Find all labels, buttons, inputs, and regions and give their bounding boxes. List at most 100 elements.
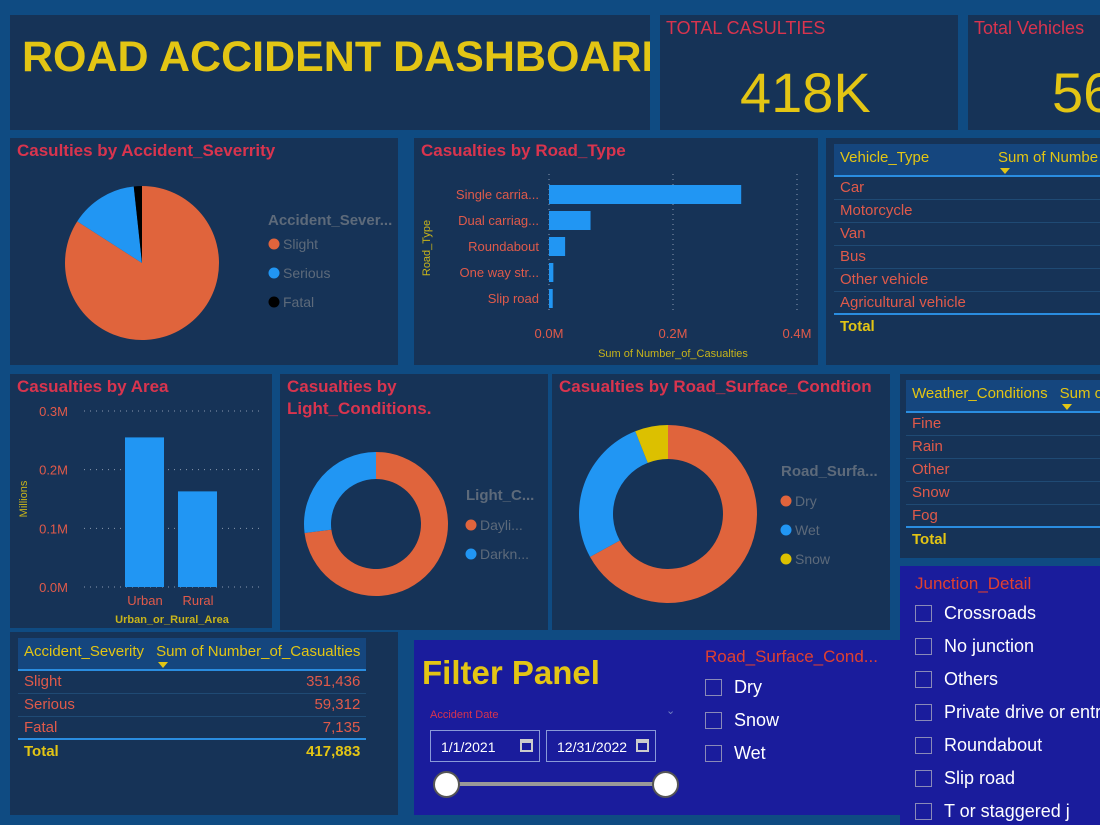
cell: 7,135	[150, 716, 367, 740]
calendar-icon[interactable]	[520, 739, 533, 752]
x-axis-label: Urban_or_Rural_Area	[115, 614, 230, 626]
cell	[1053, 526, 1100, 550]
category-label: Dual carriag...	[458, 213, 539, 228]
legend-marker	[268, 267, 280, 279]
checkbox-option[interactable]: Slip road	[915, 762, 1100, 795]
header-row: Weather_Conditions Sum o	[906, 380, 1100, 413]
checkbox[interactable]	[915, 638, 932, 655]
cell: Fog	[906, 504, 1054, 528]
legend-label: Slight	[283, 236, 318, 252]
cell	[992, 268, 1100, 292]
checkbox[interactable]	[915, 770, 932, 787]
vehicle-type-table: Vehicle_Type Sum of Numbe Car Motorcycle Van…	[834, 144, 1100, 337]
legend-marker	[780, 553, 792, 565]
sort-desc-icon[interactable]	[158, 662, 169, 668]
cell	[1053, 412, 1100, 436]
legend-marker	[780, 524, 792, 536]
sort-desc-icon[interactable]	[1061, 404, 1072, 410]
chevron-down-icon[interactable]: ⌄	[666, 704, 676, 717]
surface-donut-chart: Road_Surfa... Dry Wet Snow	[579, 425, 878, 603]
chart-title: Casualties by Road_Surface_Condtion	[559, 377, 872, 396]
column-header[interactable]: Sum o	[1053, 380, 1100, 413]
table-row: Fine	[906, 412, 1100, 436]
total-row: Total	[834, 313, 1100, 337]
checkbox-option[interactable]: Wet	[705, 737, 779, 770]
slider-start-handle[interactable]	[433, 771, 460, 798]
checkbox-option[interactable]: Dry	[705, 671, 779, 704]
start-date-input[interactable]: 1/1/2021	[430, 730, 540, 762]
date-slider-track[interactable]	[444, 782, 666, 786]
title-line: Casualties by	[287, 377, 397, 396]
column-header[interactable]: Vehicle_Type	[834, 144, 992, 177]
card-value: 56	[1052, 61, 1100, 124]
cell: Bus	[834, 245, 992, 269]
sort-desc-icon[interactable]	[1000, 168, 1010, 174]
column-header[interactable]: Weather_Conditions	[906, 380, 1054, 413]
total-vehicles-card: Total Vehicles 56	[968, 15, 1100, 130]
bar	[549, 211, 591, 230]
option-label: Crossroads	[944, 603, 1037, 623]
total-casualties-card: TOTAL CASULTIES 418K	[660, 15, 958, 130]
filter-title: Filter Panel	[422, 654, 600, 691]
checkbox[interactable]	[915, 671, 932, 688]
vehicle-type-panel: Vehicle_Type Sum of Numbe Car Motorcycle Van…	[826, 138, 1100, 365]
checkbox-option[interactable]: T or staggered j	[915, 795, 1100, 825]
end-date-input[interactable]: 12/31/2022	[546, 730, 656, 762]
option-label: Private drive or entr	[944, 702, 1100, 722]
table-row: Rain	[906, 435, 1100, 459]
table-row: Other vehicle	[834, 268, 1100, 292]
checkbox-option[interactable]: Crossroads	[915, 597, 1100, 630]
cell	[992, 245, 1100, 269]
junction-title: Junction_Detail	[915, 574, 1032, 593]
chart-title: Casualties by Light_Conditions.	[287, 376, 431, 420]
table-row: Snow	[906, 481, 1100, 505]
legend-marker	[268, 238, 280, 250]
option-label: Wet	[734, 743, 766, 763]
table-row: Slight 351,436	[18, 670, 367, 694]
junction-slicer: Crossroads No junction Others Private drive…	[915, 597, 1100, 825]
table-row: Other	[906, 458, 1100, 482]
bar	[549, 237, 566, 256]
checkbox[interactable]	[705, 679, 722, 696]
legend-label: Snow	[795, 551, 831, 567]
checkbox[interactable]	[705, 712, 722, 729]
checkbox[interactable]	[915, 803, 932, 820]
y-tick-label: 0.3M	[39, 404, 68, 419]
checkbox[interactable]	[915, 704, 932, 721]
area-panel: Casualties by Area 0.0M 0.1M 0.2M 0.3M Urban…	[10, 374, 272, 628]
option-label: T or staggered j	[944, 801, 1070, 821]
category-label: Slip road	[488, 291, 539, 306]
category-label: Urban	[127, 593, 162, 608]
cell: Total	[906, 526, 1054, 550]
checkbox-option[interactable]: Roundabout	[915, 729, 1100, 762]
checkbox[interactable]	[705, 745, 722, 762]
cell	[1053, 504, 1100, 528]
legend-label: Dry	[795, 493, 817, 509]
bar	[549, 185, 742, 204]
checkbox-option[interactable]: Private drive or entr	[915, 696, 1100, 729]
header-label: Accident_Severity	[24, 643, 145, 660]
checkbox-option[interactable]: Snow	[705, 704, 779, 737]
column-header[interactable]: Sum of Number_of_Casualties	[150, 638, 367, 671]
road-type-bar-chart: 0.0M 0.2M 0.4M Single carria... Dual carriag…	[421, 174, 811, 360]
checkbox-option[interactable]: No junction	[915, 630, 1100, 663]
option-label: Dry	[734, 677, 762, 697]
cell	[992, 291, 1100, 315]
checkbox[interactable]	[915, 605, 932, 622]
checkbox-option[interactable]: Others	[915, 663, 1100, 696]
calendar-icon[interactable]	[636, 739, 649, 752]
legend-label: Serious	[283, 265, 330, 281]
category-label: Single carria...	[456, 187, 539, 202]
card-value: 418K	[740, 61, 871, 124]
column-header[interactable]: Accident_Severity	[18, 638, 151, 671]
checkbox[interactable]	[915, 737, 932, 754]
legend-marker	[465, 519, 477, 531]
dashboard-title-panel: ROAD ACCIDENT DASHBOARD	[10, 15, 650, 130]
cell: Snow	[906, 481, 1054, 505]
slider-end-handle[interactable]	[652, 771, 679, 798]
column-header[interactable]: Sum of Numbe	[992, 144, 1100, 177]
cell	[992, 222, 1100, 246]
cell: Agricultural vehicle	[834, 291, 992, 315]
table-row: Fatal 7,135	[18, 716, 367, 740]
area-bar-chart: 0.0M 0.1M 0.2M 0.3M Urban Rural Urban_or_Rural…	[18, 404, 262, 626]
